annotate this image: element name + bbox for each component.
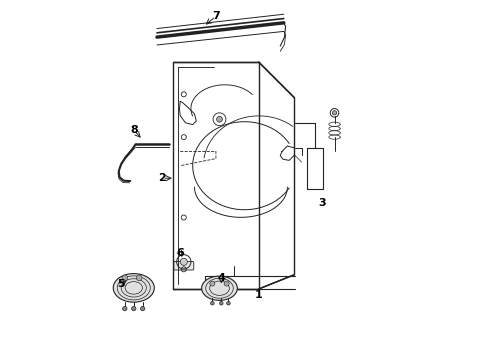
Circle shape	[209, 281, 214, 286]
FancyBboxPatch shape	[173, 261, 193, 270]
Circle shape	[216, 116, 222, 122]
Text: 6: 6	[176, 248, 184, 258]
Text: 4: 4	[217, 273, 225, 283]
Circle shape	[226, 301, 230, 305]
Circle shape	[332, 111, 336, 115]
Text: 8: 8	[130, 125, 137, 135]
Text: 7: 7	[212, 12, 219, 21]
Circle shape	[180, 258, 187, 265]
Ellipse shape	[113, 274, 154, 302]
Circle shape	[122, 306, 127, 311]
Circle shape	[122, 275, 127, 281]
Text: 3: 3	[318, 198, 325, 208]
Circle shape	[131, 306, 136, 311]
Ellipse shape	[201, 276, 237, 300]
Circle shape	[219, 301, 223, 305]
Text: 5: 5	[117, 279, 125, 289]
Circle shape	[140, 306, 144, 311]
Circle shape	[136, 275, 142, 281]
Text: 2: 2	[158, 173, 166, 183]
Circle shape	[210, 301, 214, 305]
Circle shape	[224, 281, 229, 286]
Text: 1: 1	[254, 290, 262, 300]
